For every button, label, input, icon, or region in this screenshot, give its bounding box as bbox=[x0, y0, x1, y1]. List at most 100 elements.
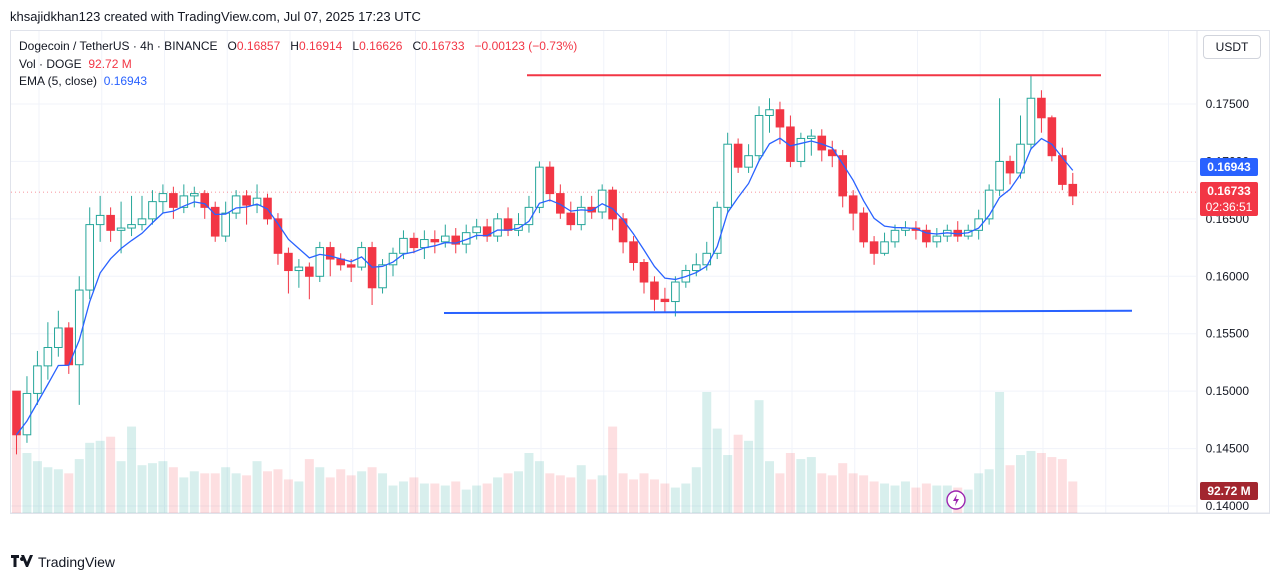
chart-area[interactable]: 0.175000.170000.165000.160000.155000.150… bbox=[10, 30, 1270, 514]
candle-body bbox=[608, 189, 617, 220]
volume-bar bbox=[503, 473, 513, 513]
candle-body bbox=[43, 346, 53, 367]
volume-bar bbox=[723, 455, 733, 513]
volume-bar bbox=[608, 426, 618, 513]
volume-bar bbox=[639, 473, 649, 513]
candle-body bbox=[1026, 97, 1036, 145]
high-value: 0.16914 bbox=[298, 39, 343, 53]
candle-body bbox=[378, 264, 387, 289]
volume-bar bbox=[670, 487, 680, 513]
candle-body bbox=[1068, 183, 1078, 197]
candle-body bbox=[1047, 117, 1057, 157]
candle-body bbox=[430, 239, 440, 243]
volume-bar bbox=[158, 461, 168, 513]
volume-bar bbox=[796, 459, 806, 513]
candle-body bbox=[451, 235, 461, 245]
candle-body bbox=[744, 155, 753, 168]
candle-body bbox=[1037, 97, 1046, 119]
candle-body bbox=[932, 235, 942, 243]
candle-body bbox=[671, 281, 680, 303]
ema-label[interactable]: EMA (5, close) bbox=[19, 74, 98, 88]
volume-bar bbox=[1036, 453, 1046, 513]
volume-bar bbox=[848, 473, 858, 513]
volume-bar bbox=[440, 485, 450, 513]
candle-body bbox=[807, 135, 816, 139]
volume-bar bbox=[451, 481, 461, 513]
volume-bar bbox=[85, 442, 95, 513]
candle-body bbox=[974, 218, 983, 231]
volume-bar bbox=[618, 473, 628, 513]
volume-bar bbox=[1026, 450, 1036, 513]
candle-body bbox=[754, 114, 764, 157]
currency-selector-button[interactable]: USDT bbox=[1203, 35, 1261, 59]
volume-bar bbox=[880, 483, 890, 513]
volume-bar bbox=[64, 473, 74, 513]
volume-bar bbox=[482, 483, 492, 513]
volume-bar bbox=[168, 467, 178, 513]
volume-bar bbox=[74, 459, 84, 513]
candle-body bbox=[472, 226, 481, 234]
candle-body bbox=[493, 218, 502, 237]
volume-bar bbox=[95, 440, 105, 513]
volume-label[interactable]: Vol · DOGE bbox=[19, 56, 82, 71]
candle-body bbox=[95, 214, 105, 226]
candle-body bbox=[1005, 160, 1015, 174]
open-value: 0.16857 bbox=[236, 39, 281, 53]
volume-bar bbox=[200, 473, 210, 513]
last-price-value: 0.16733 bbox=[1207, 184, 1251, 198]
candle-body bbox=[650, 281, 659, 300]
candle-body bbox=[514, 224, 523, 231]
candle-body bbox=[158, 193, 168, 203]
volume-bar bbox=[587, 479, 597, 513]
volume-bar bbox=[524, 453, 534, 513]
price-tick-label: 0.15500 bbox=[1206, 327, 1250, 341]
footer-brand[interactable]: TradingView bbox=[11, 554, 115, 570]
price-tick-label: 0.17500 bbox=[1206, 97, 1250, 111]
volume-bar bbox=[545, 473, 555, 513]
candle-body bbox=[148, 201, 157, 220]
candle-body bbox=[315, 247, 325, 277]
price-chart-svg[interactable]: 0.175000.170000.165000.160000.155000.150… bbox=[11, 31, 1269, 513]
volume-bar bbox=[346, 475, 356, 513]
volume-bar bbox=[702, 392, 712, 513]
candle-body bbox=[859, 212, 868, 243]
candle-body bbox=[775, 109, 785, 128]
volume-bar bbox=[189, 471, 199, 513]
candle-body bbox=[702, 252, 712, 266]
volume-bar bbox=[210, 473, 220, 513]
candle-body bbox=[618, 218, 628, 243]
volume-bar bbox=[283, 479, 293, 513]
candle-body bbox=[284, 252, 293, 272]
volume-bar bbox=[1068, 481, 1078, 513]
candle-body bbox=[420, 239, 429, 249]
volume-bar bbox=[681, 483, 691, 513]
volume-bar bbox=[252, 461, 262, 513]
volume-bar bbox=[754, 400, 764, 513]
candle-body bbox=[179, 195, 189, 208]
volume-bar bbox=[744, 440, 754, 513]
candle-body bbox=[346, 264, 356, 268]
candle-body bbox=[106, 214, 115, 231]
volume-bar bbox=[576, 465, 586, 513]
volume-bar bbox=[963, 489, 973, 513]
volume-bar bbox=[534, 461, 544, 513]
volume-bar bbox=[691, 467, 701, 513]
volume-bar bbox=[357, 471, 367, 513]
legend-row-ema: EMA (5, close) 0.16943 bbox=[19, 73, 577, 91]
high-key: H bbox=[290, 39, 299, 53]
candle-body bbox=[890, 229, 900, 243]
volume-bar bbox=[22, 453, 32, 513]
candle-body bbox=[712, 206, 722, 254]
candle-body bbox=[587, 206, 597, 213]
volume-bar bbox=[900, 481, 910, 513]
candle-body bbox=[137, 218, 147, 226]
volume-bar bbox=[817, 473, 827, 513]
volume-bar bbox=[869, 481, 879, 513]
volume-bar bbox=[911, 487, 921, 513]
volume-bar bbox=[806, 457, 816, 513]
brand-name: TradingView bbox=[38, 554, 116, 570]
volume-bar bbox=[921, 483, 931, 513]
candle-body bbox=[984, 189, 994, 220]
symbol-label[interactable]: Dogecoin / TetherUS · 4h · BINANCE bbox=[19, 39, 218, 53]
volume-bar bbox=[733, 434, 743, 513]
